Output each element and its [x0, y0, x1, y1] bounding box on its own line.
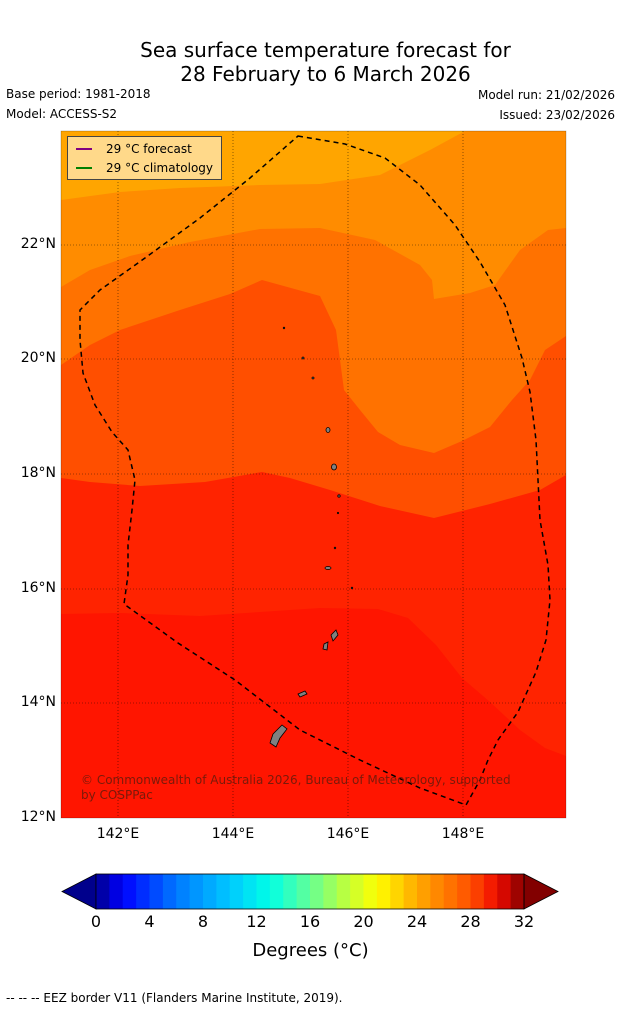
legend-forecast-line: [76, 148, 92, 150]
y-tick-label: 22°N: [20, 236, 56, 252]
islands: [269, 326, 354, 748]
y-tick-label: 16°N: [20, 580, 56, 596]
colorbar-tick-label: 28: [460, 912, 481, 931]
colorbar-tick-label: 12: [246, 912, 267, 931]
legend: 29 °C forecast 29 °C climatology: [67, 136, 222, 180]
colorbar-cell: [269, 874, 284, 909]
base-period: Base period: 1981-2018: [6, 87, 151, 101]
colorbar-tick-label: 4: [144, 912, 155, 931]
colorbar-min-extension: [61, 873, 97, 910]
y-tick-label: 12°N: [20, 809, 56, 825]
colorbar-cell: [390, 874, 405, 909]
model-run: Model run: 21/02/2026: [477, 88, 615, 102]
colorbar-cell: [323, 874, 338, 909]
colorbar-cell: [229, 874, 244, 909]
legend-climatology-label: 29 °C climatology: [106, 161, 214, 175]
x-tick-label: 142°E: [96, 826, 140, 842]
colorbar-cell: [510, 874, 525, 909]
colorbar-cell: [162, 874, 177, 909]
colorbar-frame: [95, 873, 525, 910]
colorbar-cell: [310, 874, 324, 909]
colorbar-tick-label: 24: [406, 912, 428, 931]
colorbar-cell: [363, 874, 378, 909]
y-tick-label: 18°N: [20, 465, 56, 481]
graticule: [61, 131, 566, 818]
colorbar-cell: [430, 874, 445, 909]
legend-forecast-label: 29 °C forecast: [106, 142, 192, 156]
colorbar-cell: [470, 874, 485, 909]
legend-climatology-line: [76, 167, 92, 169]
colorbar-cell: [109, 874, 124, 909]
colorbar-cell: [189, 874, 204, 909]
colorbar-cell: [243, 874, 257, 909]
colorbar-max-extension: [523, 873, 559, 910]
colorbar-cell: [336, 874, 351, 909]
x-tick-label: 144°E: [211, 826, 255, 842]
copyright-notice: © Commonwealth of Australia 2026, Bureau…: [81, 773, 511, 802]
y-tick-label: 14°N: [20, 694, 56, 710]
colorbar-cell: [203, 874, 217, 909]
colorbar-cell: [149, 874, 164, 909]
colorbar-cell: [96, 874, 110, 909]
colorbar-cell: [136, 874, 150, 909]
colorbar-cell: [256, 874, 271, 909]
band-31-32: [61, 608, 566, 818]
title-line-1: Sea surface temperature forecast for: [140, 38, 511, 62]
map-frame: [60, 130, 567, 819]
legend-forecast: 29 °C forecast: [76, 141, 192, 157]
colorbar-cell: [403, 874, 418, 909]
legend-climatology: 29 °C climatology: [76, 160, 213, 176]
colorbar-cell: [283, 874, 298, 909]
colorbar-cell: [122, 874, 137, 909]
colorbar-cell: [376, 874, 391, 909]
issued-date: Issued: 23/02/2026: [499, 108, 615, 122]
colorbar-cell: [497, 874, 512, 909]
footer-note: -- -- -- EEZ border V11 (Flanders Marine…: [6, 991, 343, 1005]
colorbar-cell: [443, 874, 458, 909]
colorbar-cell: [296, 874, 311, 909]
eez-border: [79, 135, 551, 806]
colorbar-cell: [176, 874, 191, 909]
colorbar-tick-label: 32: [513, 912, 535, 931]
colorbar-cell: [483, 874, 498, 909]
colorbar-tick-label: 20: [353, 912, 374, 931]
colorbar-tick-label: 0: [90, 912, 102, 931]
colorbar-tick-label: 16: [299, 912, 321, 931]
x-tick-label: 146°E: [326, 826, 370, 842]
title-line-2: 28 February to 6 March 2026: [180, 62, 471, 86]
colorbar-label: Degrees (°C): [252, 940, 369, 961]
colorbar-cell: [417, 874, 431, 909]
x-tick-label: 148°E: [441, 826, 485, 842]
colorbar: [61, 873, 559, 910]
model-name: Model: ACCESS-S2: [6, 107, 118, 121]
colorbar-cell: [350, 874, 364, 909]
colorbar-cell: [457, 874, 471, 909]
colorbar-tick-label: 8: [197, 912, 209, 931]
colorbar-cell: [216, 874, 231, 909]
y-tick-label: 20°N: [20, 350, 56, 366]
